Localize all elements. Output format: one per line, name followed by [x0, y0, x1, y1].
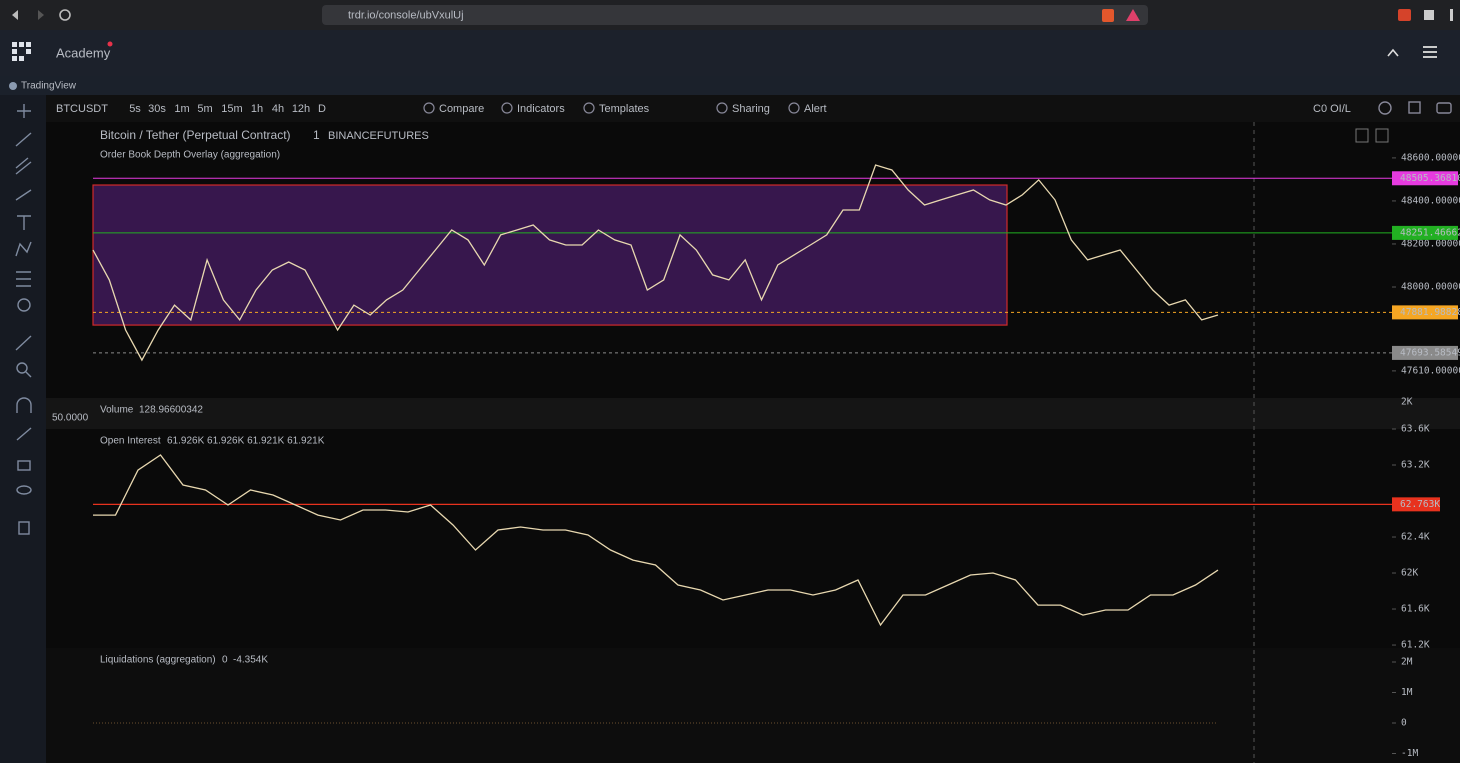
- volume-panel: [46, 398, 1460, 429]
- scroll-button[interactable]: [1355, 128, 1369, 143]
- extensions-icon[interactable]: [1424, 10, 1434, 20]
- chart-toolbar: [46, 95, 1460, 122]
- app-header: [0, 30, 1460, 76]
- oi-title: Open Interest: [100, 436, 161, 447]
- settings-button[interactable]: [1378, 101, 1392, 115]
- level-label: 48251.46662: [1400, 227, 1460, 238]
- screenshot-button[interactable]: [1436, 102, 1452, 114]
- interval-button[interactable]: 12h: [292, 103, 310, 115]
- toolbar-button[interactable]: Sharing: [732, 103, 770, 115]
- url-field[interactable]: [322, 5, 1148, 25]
- notification-dot: [107, 41, 113, 47]
- button-icon: [501, 102, 513, 114]
- level-tag: [1392, 345, 1458, 360]
- interval-button[interactable]: 30s: [148, 103, 166, 115]
- liq-value-a: 0: [222, 655, 228, 666]
- toolbar-button[interactable]: Alert: [804, 103, 827, 115]
- volume-axis-label: 2K: [1401, 397, 1413, 408]
- logo: [12, 42, 31, 61]
- y-tick-label: 63.2K: [1401, 460, 1430, 471]
- widget-icon: [9, 82, 17, 90]
- interval-button[interactable]: 1h: [251, 103, 263, 115]
- y-tick-label: 1M: [1401, 687, 1413, 698]
- y-tick-label: 48400.00000: [1401, 195, 1460, 206]
- widget-title: TradingView: [21, 81, 77, 92]
- button-icon: [788, 102, 800, 114]
- liq-title: Liquidations (aggregation): [100, 655, 216, 666]
- hamburger-button[interactable]: [1423, 46, 1437, 58]
- menu-icon[interactable]: [1450, 9, 1453, 21]
- symbol[interactable]: BTCUSDT: [56, 103, 108, 115]
- level-label: 62.763K: [1400, 499, 1440, 510]
- y-tick-label: 63.6K: [1401, 424, 1430, 435]
- volume-value: 128.96600342: [139, 405, 203, 416]
- reload-button[interactable]: [59, 9, 71, 21]
- button-icon: [423, 102, 435, 114]
- level-label: 48505.36810: [1400, 173, 1460, 184]
- y-tick-label: 2M: [1401, 656, 1413, 667]
- series-line: [93, 454, 1219, 627]
- price-panel: [46, 122, 1460, 398]
- interval-button[interactable]: 5m: [197, 103, 212, 115]
- reset-button[interactable]: [1375, 128, 1389, 143]
- oi-readout: 61.926K 61.926K 61.921K 61.921K: [167, 436, 325, 447]
- y-tick-label: 48600.00000: [1401, 152, 1460, 163]
- interval-button[interactable]: D: [318, 103, 326, 115]
- range-box: [92, 184, 1008, 326]
- y-tick-label: 62.4K: [1401, 532, 1430, 543]
- interval-button[interactable]: 15m: [221, 103, 242, 115]
- y-tick-label: 61.6K: [1401, 604, 1430, 615]
- y-tick-label: 61.2K: [1401, 640, 1430, 651]
- button-icon: [716, 102, 728, 114]
- y-tick-label: 47610.00000: [1401, 365, 1460, 376]
- volume-left-label: 50.0000: [52, 413, 89, 424]
- interval-button[interactable]: 5s: [129, 103, 141, 115]
- series-line: [92, 164, 1219, 362]
- level-label: 47881.98828: [1400, 307, 1460, 318]
- y-tick-label: -1M: [1401, 748, 1418, 759]
- url: trdr.io/console/ubVxulUj: [348, 9, 464, 21]
- level-tag: [1392, 225, 1458, 240]
- forward-button[interactable]: [38, 10, 44, 20]
- extension-icon[interactable]: [1398, 9, 1411, 21]
- y-tick-label: 48200.00000: [1401, 238, 1460, 249]
- interval-button[interactable]: 4h: [272, 103, 284, 115]
- brave-icon[interactable]: [1102, 9, 1114, 22]
- chart-interval: 1: [313, 128, 320, 142]
- level-tag: [1392, 305, 1458, 320]
- y-tick-label: 62K: [1401, 568, 1418, 579]
- collapse-button[interactable]: [1387, 48, 1399, 57]
- y-tick-label: 0: [1401, 718, 1407, 729]
- liquidation-panel: [46, 648, 1460, 763]
- chart-exchange: BINANCEFUTURES: [328, 130, 429, 142]
- liq-value-b: -4.354K: [233, 655, 268, 666]
- interval-button[interactable]: 1m: [174, 103, 189, 115]
- chart-title: Bitcoin / Tether (Perpetual Contract): [100, 128, 291, 142]
- oi-panel: [46, 429, 1460, 648]
- overlay-label: Order Book Depth Overlay (aggregation): [100, 150, 280, 161]
- volume-title: Volume: [100, 405, 134, 416]
- fullscreen-button[interactable]: [1408, 101, 1421, 114]
- button-icon: [583, 102, 595, 114]
- level-tag: [1392, 497, 1440, 512]
- toolbar-button[interactable]: Compare: [439, 103, 484, 115]
- widget-bar: [0, 76, 1460, 95]
- y-tick-label: 48000.00000: [1401, 281, 1460, 292]
- app-title[interactable]: Academy: [56, 45, 111, 60]
- back-button[interactable]: [12, 10, 18, 20]
- oi-mode[interactable]: C0 OI/L: [1313, 103, 1351, 115]
- level-label: 47693.58549: [1400, 347, 1460, 358]
- drawing-tools[interactable]: [15, 104, 32, 535]
- toolbar-button[interactable]: Indicators: [517, 103, 565, 115]
- drawing-toolbar: [0, 95, 46, 763]
- toolbar-button[interactable]: Templates: [599, 103, 650, 115]
- rewards-icon[interactable]: [1126, 9, 1140, 21]
- level-tag: [1392, 171, 1458, 186]
